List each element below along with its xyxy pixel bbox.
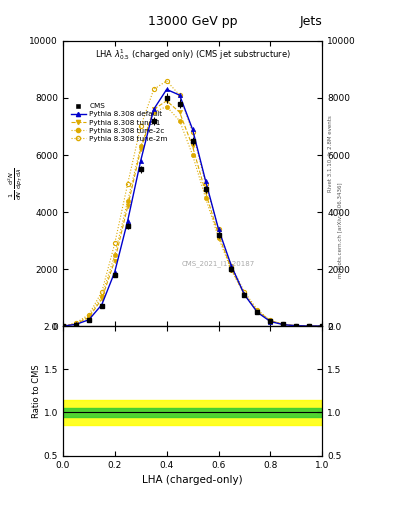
Text: LHA $\lambda^{1}_{0.5}$ (charged only) (CMS jet substructure): LHA $\lambda^{1}_{0.5}$ (charged only) (…: [95, 47, 290, 61]
Text: Rivet 3.1.10, ≥ 2.8M events: Rivet 3.1.10, ≥ 2.8M events: [328, 115, 333, 192]
Y-axis label: $\frac{1}{\mathrm{d}N}\,\frac{\mathrm{d}^{2}N}{\mathrm{d}p_T\,\mathrm{d}\lambda}: $\frac{1}{\mathrm{d}N}\,\frac{\mathrm{d}…: [7, 167, 25, 200]
Text: 13000 GeV pp: 13000 GeV pp: [148, 15, 237, 28]
Legend: CMS, Pythia 8.308 default, Pythia 8.308 tune-1, Pythia 8.308 tune-2c, Pythia 8.3: CMS, Pythia 8.308 default, Pythia 8.308 …: [69, 101, 169, 143]
Text: mcplots.cern.ch [arXiv:1306.3436]: mcplots.cern.ch [arXiv:1306.3436]: [338, 183, 343, 278]
Text: Jets: Jets: [299, 15, 322, 28]
Y-axis label: Ratio to CMS: Ratio to CMS: [32, 364, 41, 418]
Text: CMS_2021_I1920187: CMS_2021_I1920187: [182, 260, 255, 267]
X-axis label: LHA (charged-only): LHA (charged-only): [142, 475, 243, 485]
